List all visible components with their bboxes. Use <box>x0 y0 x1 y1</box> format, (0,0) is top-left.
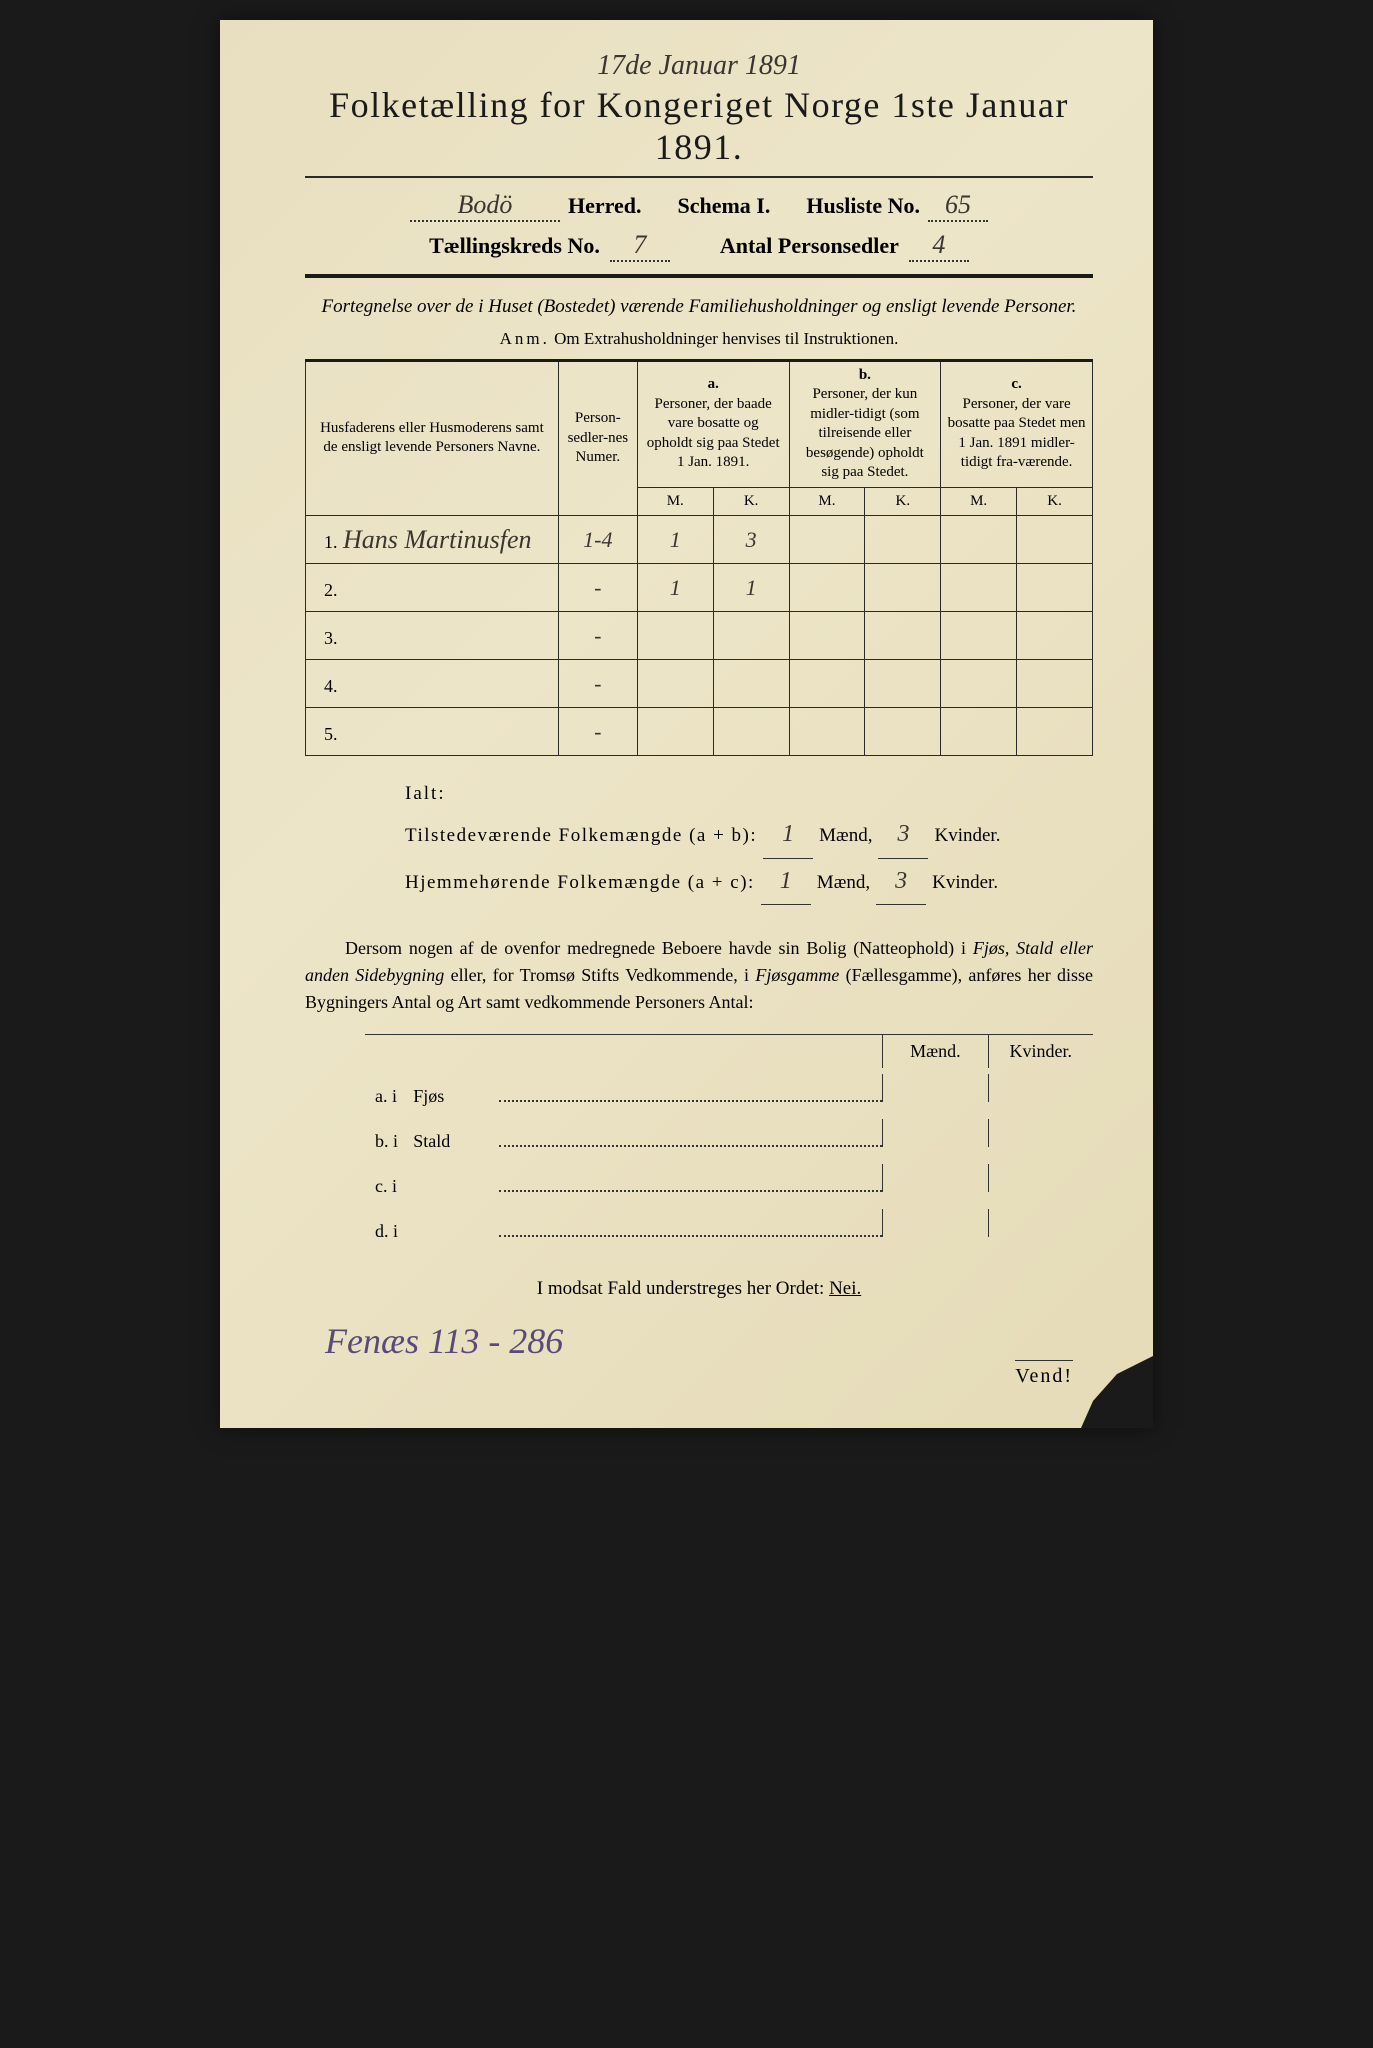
anm-text: Om Extrahusholdninger henvises til Instr… <box>554 329 898 348</box>
row-name-cell: 5. <box>306 708 559 756</box>
nei-word: Nei. <box>829 1278 861 1299</box>
col-header-names: Husfaderens eller Husmoderens samt de en… <box>306 360 559 516</box>
col-header-c: c. Personer, der vare bosatte paa Stedet… <box>941 360 1093 487</box>
row-name-cell: 4. <box>306 660 559 708</box>
row-numer: - <box>558 708 637 756</box>
row-cm <box>941 612 1017 660</box>
table-row: 3. - <box>306 612 1093 660</box>
census-table: Husfaderens eller Husmoderens samt de en… <box>305 359 1093 757</box>
header-row-2: Tællingskreds No. 7 Antal Personsedler 4 <box>305 230 1093 262</box>
row-ak: 3 <box>713 516 789 564</box>
building-row: b. iStald <box>365 1113 1093 1158</box>
row-ck <box>1017 612 1093 660</box>
row-bk <box>865 708 941 756</box>
col-header-b: b. Personer, der kun midler-tidigt (som … <box>789 360 941 487</box>
table-row: 4. - <box>306 660 1093 708</box>
table-row: 2. -11 <box>306 564 1093 612</box>
col-header-a: a. Personer, der baade vare bosatte og o… <box>637 360 789 487</box>
divider <box>305 274 1093 278</box>
row-ak <box>713 660 789 708</box>
kreds-value: 7 <box>610 230 670 262</box>
building-row: a. iFjøs <box>365 1068 1093 1113</box>
row-ak <box>713 708 789 756</box>
row-bk <box>865 516 941 564</box>
header-row-1: Bodö Herred. Schema I. Husliste No. 65 <box>305 190 1093 222</box>
hjemme-label: Hjemmehørende Folkemængde (a + c): <box>405 865 755 901</box>
building-row: c. i <box>365 1158 1093 1203</box>
building-col-m: Mænd. <box>882 1035 987 1068</box>
col-header-numer: Person-sedler-nes Numer. <box>558 360 637 516</box>
row-bm <box>789 660 865 708</box>
building-table: Mænd. Kvinder. a. iFjøsb. iStaldc. id. i <box>365 1034 1093 1248</box>
main-title: Folketælling for Kongeriget Norge 1ste J… <box>305 84 1093 178</box>
herred-label: Herred. <box>568 193 642 219</box>
tilstede-k: 3 <box>878 812 928 859</box>
anm-note: Anm. Om Extrahusholdninger henvises til … <box>305 329 1093 349</box>
table-row: 5. - <box>306 708 1093 756</box>
row-ck <box>1017 660 1093 708</box>
row-cm <box>941 660 1017 708</box>
row-cm <box>941 708 1017 756</box>
personsedler-label: Antal Personsedler <box>720 233 899 259</box>
tilstede-label: Tilstedeværende Folkemængde (a + b): <box>405 818 757 854</box>
row-ck <box>1017 564 1093 612</box>
hjemme-m: 1 <box>761 859 811 906</box>
row-ck <box>1017 708 1093 756</box>
building-header: Mænd. Kvinder. <box>365 1034 1093 1068</box>
row-bm <box>789 516 865 564</box>
row-cm <box>941 564 1017 612</box>
row-bm <box>789 564 865 612</box>
date-annotation: 17de Januar 1891 <box>305 50 1093 82</box>
anm-label: Anm. <box>500 329 550 348</box>
row-numer: - <box>558 612 637 660</box>
personsedler-value: 4 <box>909 230 969 262</box>
subtitle: Fortegnelse over de i Huset (Bostedet) v… <box>305 294 1093 321</box>
tilstede-m: 1 <box>763 812 813 859</box>
row-bm <box>789 708 865 756</box>
bottom-annotation: Fenæs 113 - 286 <box>305 1320 1093 1362</box>
ialt-section: Ialt: Tilstedeværende Folkemængde (a + b… <box>405 776 1093 905</box>
row-name-cell: 1. Hans Martinusfen <box>306 516 559 564</box>
row-bk <box>865 612 941 660</box>
row-numer: - <box>558 564 637 612</box>
row-am: 1 <box>637 564 713 612</box>
nei-line: I modsat Fald understreges her Ordet: Ne… <box>305 1278 1093 1300</box>
kreds-label: Tællingskreds No. <box>429 233 600 259</box>
husliste-value: 65 <box>928 190 988 222</box>
row-ak: 1 <box>713 564 789 612</box>
row-bm <box>789 612 865 660</box>
row-name-cell: 3. <box>306 612 559 660</box>
row-am <box>637 612 713 660</box>
row-numer: 1-4 <box>558 516 637 564</box>
hjemme-line: Hjemmehørende Folkemængde (a + c): 1 Mæn… <box>405 859 1093 906</box>
row-bk <box>865 660 941 708</box>
row-name-cell: 2. <box>306 564 559 612</box>
census-form-page: 17de Januar 1891 Folketælling for Konger… <box>220 20 1153 1428</box>
ialt-label: Ialt: <box>405 776 1093 812</box>
husliste-label: Husliste No. <box>806 193 920 219</box>
schema-label: Schema I. <box>677 193 770 219</box>
row-am: 1 <box>637 516 713 564</box>
herred-value: Bodö <box>410 190 560 222</box>
building-col-k: Kvinder. <box>988 1035 1093 1068</box>
tilstede-line: Tilstedeværende Folkemængde (a + b): 1 M… <box>405 812 1093 859</box>
hjemme-k: 3 <box>876 859 926 906</box>
vendl-label: Vend! <box>1015 1360 1073 1388</box>
row-am <box>637 708 713 756</box>
row-cm <box>941 516 1017 564</box>
row-ak <box>713 612 789 660</box>
row-bk <box>865 564 941 612</box>
row-ck <box>1017 516 1093 564</box>
row-am <box>637 660 713 708</box>
table-row: 1. Hans Martinusfen1-413 <box>306 516 1093 564</box>
building-row: d. i <box>365 1203 1093 1248</box>
row-numer: - <box>558 660 637 708</box>
building-paragraph: Dersom nogen af de ovenfor medregnede Be… <box>305 935 1093 1016</box>
